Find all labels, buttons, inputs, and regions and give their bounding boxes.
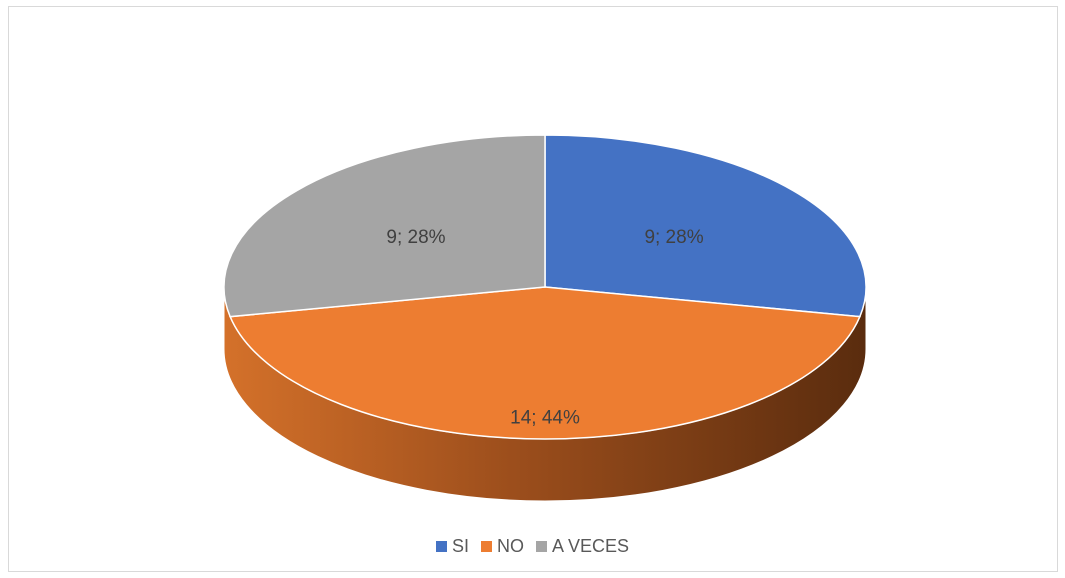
pie-slice-no	[229, 286, 861, 440]
pie-slice-si	[544, 134, 867, 318]
legend-label-a-veces: A VECES	[551, 536, 630, 556]
legend-item-a-veces: A VECES	[535, 536, 630, 557]
legend-label-no: NO	[496, 536, 524, 556]
legend: SI NO A VECES	[0, 536, 1065, 557]
legend-swatch-no	[480, 541, 492, 552]
data-label-si: 9; 28%	[644, 227, 703, 248]
legend-swatch-si	[435, 541, 447, 552]
legend-label-si: SI	[451, 536, 469, 556]
legend-item-no: NO	[480, 536, 524, 557]
pie-slice-a-veces	[223, 134, 546, 318]
data-label-no: 14; 44%	[510, 408, 580, 429]
data-label-a-veces: 9; 28%	[386, 227, 445, 248]
legend-item-si: SI	[435, 536, 469, 557]
legend-swatch-a-veces	[535, 541, 547, 552]
